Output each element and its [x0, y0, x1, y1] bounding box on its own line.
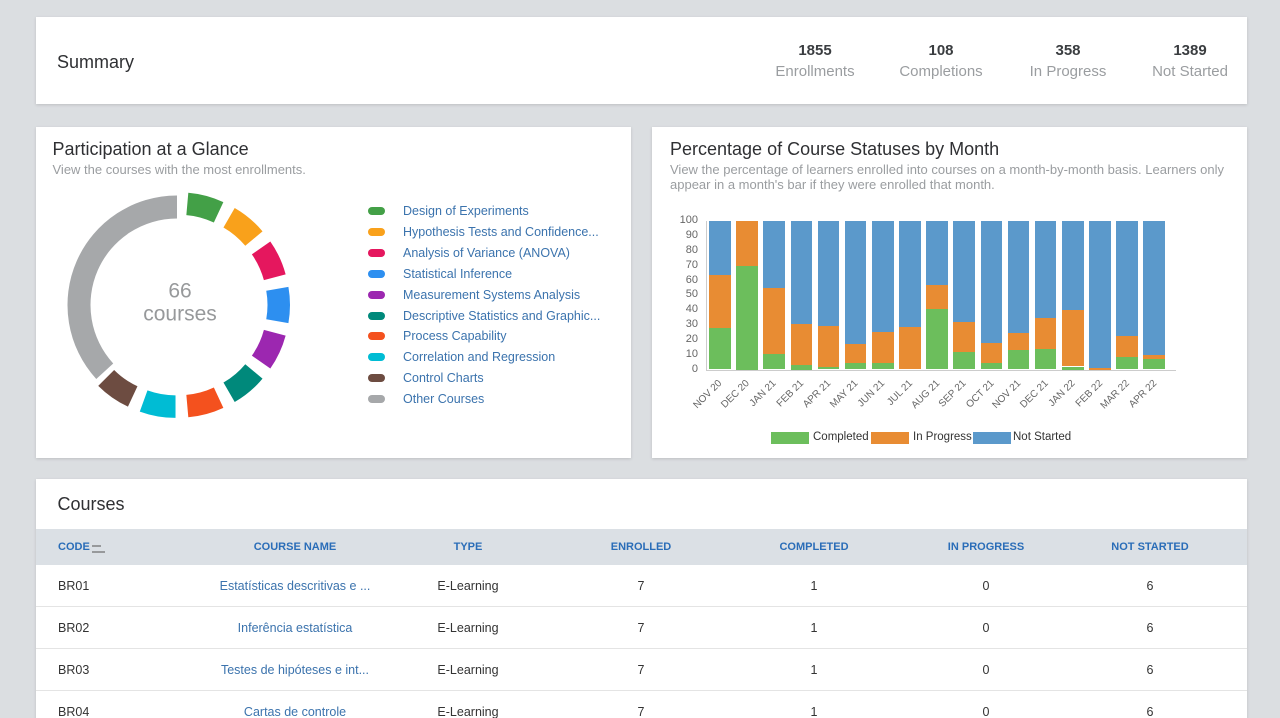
svg-text:courses: courses: [143, 303, 217, 326]
svg-text:66: 66: [168, 280, 191, 303]
